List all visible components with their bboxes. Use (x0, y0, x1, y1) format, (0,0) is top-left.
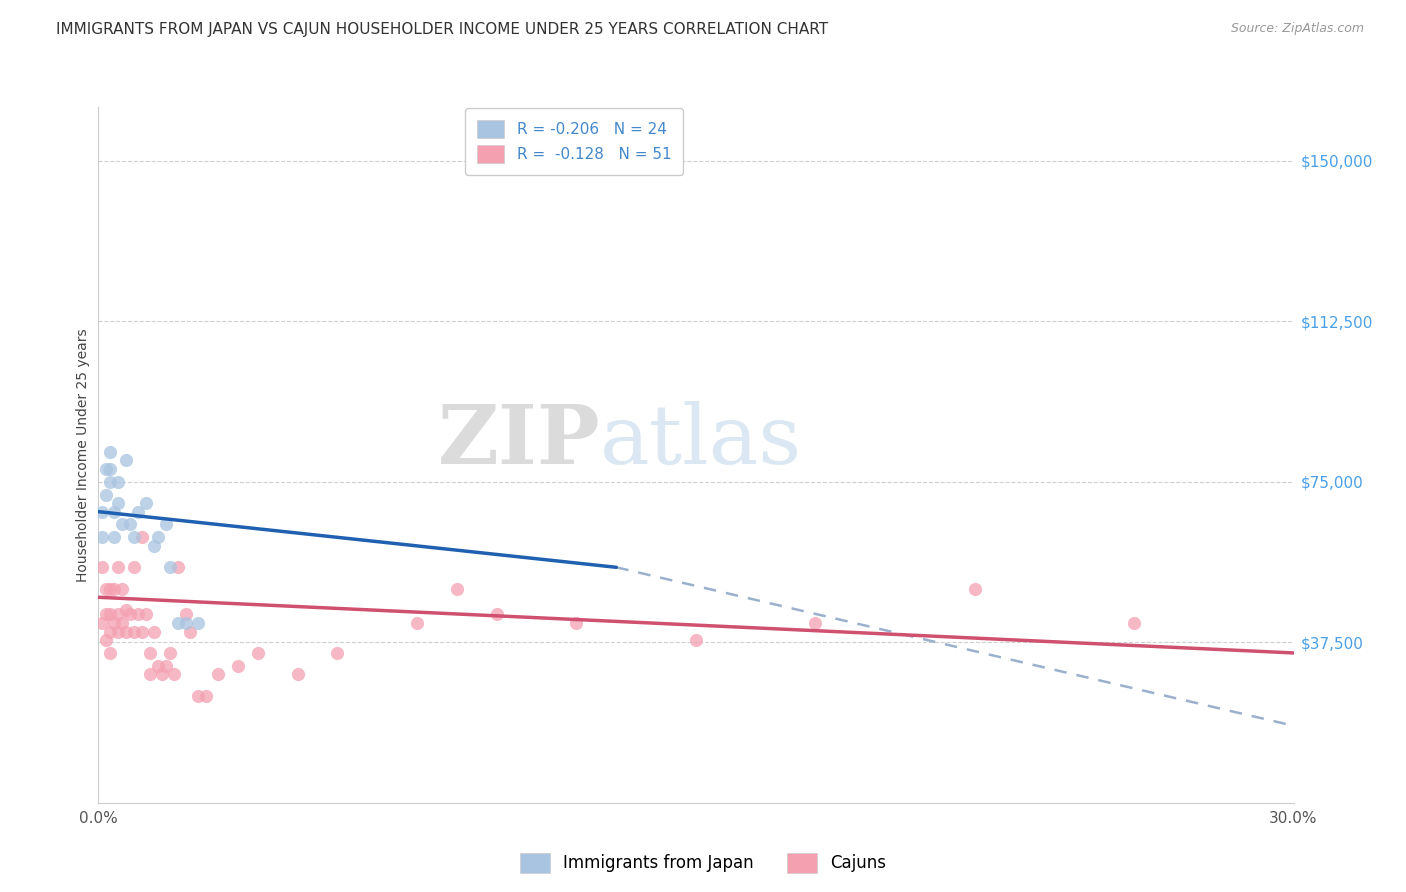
Point (124, 530, 146, 544)
Text: atlas: atlas (600, 401, 803, 481)
Point (174, 607, 197, 622)
Point (103, 615, 125, 630)
Point (98, 462, 122, 476)
Point (155, 658, 177, 673)
Point (143, 624, 166, 639)
Point (124, 560, 146, 574)
Point (98, 582, 122, 596)
Point (120, 517, 142, 532)
Point (187, 689, 209, 703)
Point (167, 615, 190, 630)
Point (167, 560, 190, 574)
Point (107, 475, 129, 489)
Point (139, 646, 162, 660)
Point (159, 646, 181, 660)
Y-axis label: Householder Income Under 25 years: Householder Income Under 25 years (76, 328, 90, 582)
Point (98, 607, 122, 622)
Text: IMMIGRANTS FROM JAPAN VS CAJUN HOUSEHOLDER INCOME UNDER 25 YEARS CORRELATION CHA: IMMIGRANTS FROM JAPAN VS CAJUN HOUSEHOLD… (56, 22, 828, 37)
Point (963, 582, 986, 596)
Point (98, 646, 122, 660)
Point (131, 530, 153, 544)
Point (91, 505, 114, 519)
Point (96, 607, 118, 622)
Point (91, 560, 114, 574)
Point (107, 560, 129, 574)
Point (131, 624, 153, 639)
Point (124, 624, 146, 639)
Text: ZIP: ZIP (437, 401, 600, 481)
Point (287, 667, 309, 681)
Point (127, 607, 149, 622)
Point (195, 689, 218, 703)
Point (485, 607, 508, 622)
Point (103, 505, 125, 519)
Point (115, 624, 138, 639)
Point (98, 624, 122, 639)
Point (135, 496, 157, 510)
Point (148, 658, 170, 673)
Point (107, 624, 129, 639)
Point (96, 582, 118, 596)
Point (174, 615, 197, 630)
Text: Source: ZipAtlas.com: Source: ZipAtlas.com (1230, 22, 1364, 36)
Point (120, 607, 142, 622)
Point (150, 667, 173, 681)
Point (103, 582, 125, 596)
Point (159, 560, 181, 574)
Point (406, 615, 429, 630)
Legend: Immigrants from Japan, Cajuns: Immigrants from Japan, Cajuns (513, 847, 893, 880)
Point (103, 530, 125, 544)
Point (446, 582, 468, 596)
Point (139, 667, 162, 681)
Point (111, 582, 134, 596)
Point (91, 530, 114, 544)
Point (187, 615, 209, 630)
Point (115, 453, 138, 467)
Point (155, 517, 177, 532)
Point (226, 658, 249, 673)
Point (111, 517, 134, 532)
Point (107, 496, 129, 510)
Legend: R = -0.206   N = 24, R =  -0.128   N = 51: R = -0.206 N = 24, R = -0.128 N = 51 (464, 108, 683, 175)
Point (179, 624, 201, 639)
Point (111, 615, 134, 630)
Point (98, 475, 122, 489)
Point (96, 487, 118, 501)
Point (685, 633, 707, 648)
Point (96, 633, 118, 648)
Point (96, 462, 118, 476)
Point (107, 607, 129, 622)
Point (1123, 615, 1146, 630)
Point (163, 667, 186, 681)
Point (804, 615, 827, 630)
Point (565, 615, 588, 630)
Point (143, 539, 166, 553)
Point (91, 615, 114, 630)
Point (127, 505, 149, 519)
Point (326, 646, 349, 660)
Point (148, 530, 170, 544)
Point (115, 603, 138, 617)
Point (207, 667, 229, 681)
Point (98, 444, 122, 458)
Point (135, 607, 157, 622)
Point (246, 646, 269, 660)
